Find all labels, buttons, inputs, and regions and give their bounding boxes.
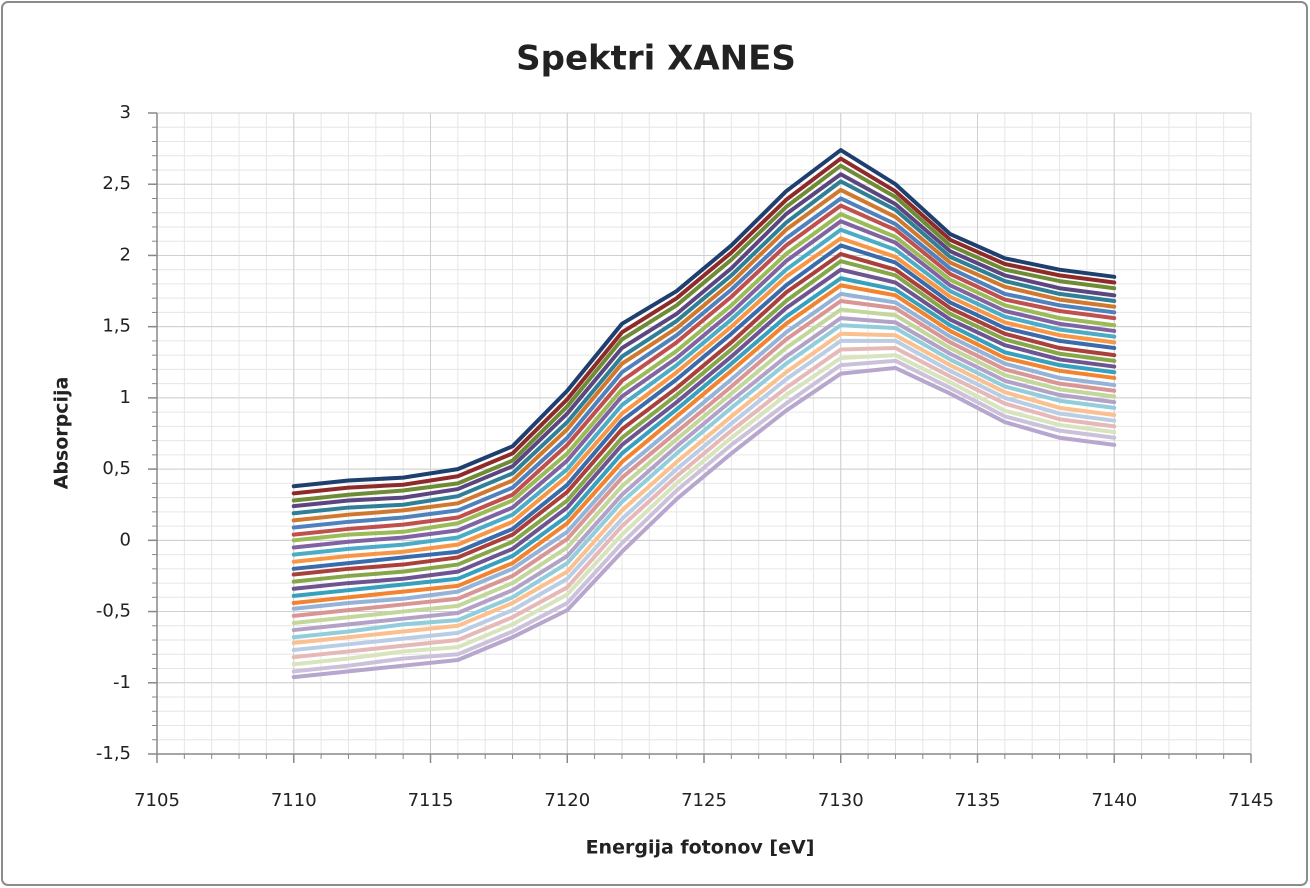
x-tick-label: 7125	[681, 790, 727, 811]
series-line	[291, 346, 1117, 660]
series-line	[291, 283, 1117, 606]
series-line	[291, 219, 1117, 550]
series-line	[291, 156, 1117, 496]
y-tick-label: 1,5	[102, 316, 131, 337]
series-line	[291, 276, 1117, 598]
series-line	[291, 267, 1117, 591]
y-tick-label: 0	[120, 529, 131, 550]
series-line	[291, 316, 1117, 633]
series-line	[291, 179, 1117, 516]
series-line	[291, 353, 1117, 667]
x-tick-label: 7110	[271, 790, 317, 811]
x-axis-label: Energija fotonov [eV]	[586, 837, 815, 859]
y-tick-label: 0,5	[102, 458, 131, 479]
x-tick-label: 7140	[1091, 790, 1137, 811]
x-tick-label: 7115	[408, 790, 454, 811]
x-tick-label: 7105	[134, 790, 180, 811]
x-tick-label: 7130	[818, 790, 864, 811]
series-line	[291, 187, 1117, 523]
y-tick-label: 3	[120, 102, 131, 123]
series-line	[291, 291, 1117, 611]
series-line	[291, 172, 1117, 509]
y-tick-label: 1	[120, 387, 131, 408]
x-tick-label: 7120	[544, 790, 590, 811]
y-axis-label: Absorpcija	[51, 377, 73, 490]
series-line	[291, 338, 1117, 653]
y-tick-label: 2	[120, 244, 131, 265]
lines	[291, 148, 1117, 680]
y-tick-label: -0,5	[96, 601, 131, 622]
x-tick-label: 7145	[1228, 790, 1274, 811]
series-line	[291, 163, 1117, 503]
series-line	[291, 299, 1117, 618]
series-line	[291, 358, 1117, 674]
y-tick-label: -1	[113, 672, 131, 693]
y-tick-label: -1,5	[96, 743, 131, 764]
series-line	[291, 331, 1117, 645]
x-tick-label: 7135	[955, 790, 1001, 811]
chart-title: Spektri XANES	[516, 39, 796, 79]
series-line	[291, 259, 1117, 584]
series-line	[291, 212, 1117, 543]
series-line	[291, 148, 1117, 489]
series-line	[291, 196, 1117, 530]
axes: -1,5 -1 -0,5 0 0,5 1 1,5 2 2,5 3 7105 7110 7115 7120 7…	[96, 102, 1274, 811]
series-line	[291, 203, 1117, 537]
series-line	[291, 252, 1117, 577]
series-line	[291, 236, 1117, 564]
y-tick-label: 2,5	[102, 173, 131, 194]
series-line	[291, 365, 1117, 680]
series-line	[291, 307, 1117, 625]
series-line	[291, 243, 1117, 571]
series-line	[291, 227, 1117, 557]
series-line	[291, 323, 1117, 640]
